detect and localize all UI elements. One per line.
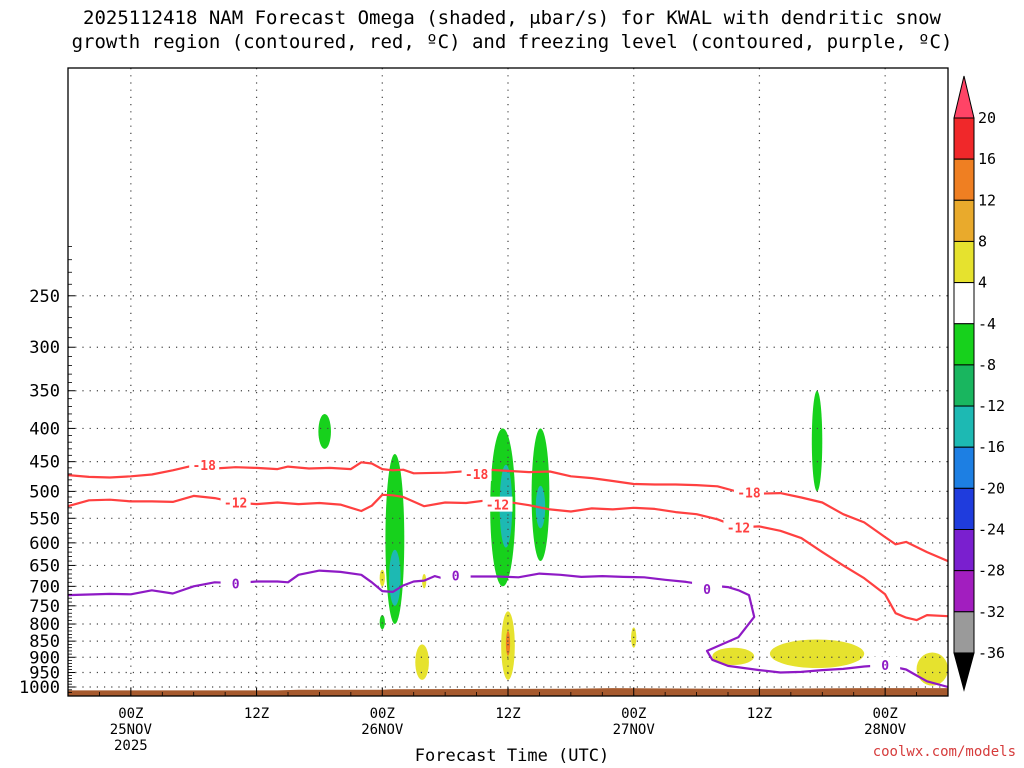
omega-yellow-cell-g (769, 639, 865, 669)
dgz-minus18-label-bg-1 (461, 465, 492, 481)
y-tick-label-500: 500 (29, 482, 60, 502)
omega-green-cell-e (811, 390, 823, 492)
colorbar-swatch-4 (953, 240, 975, 284)
omega-teal-cell-b (389, 549, 401, 606)
dgz-minus18-line (68, 461, 948, 563)
colorbar-label-5: -4 (978, 315, 996, 333)
y-tick-label-300: 300 (29, 338, 60, 358)
colorbar-label-8: -16 (978, 438, 1005, 456)
y-tick-label-950: 950 (29, 664, 60, 684)
x-tick-date-6: 25NOV (110, 722, 153, 738)
colorbar-swatch-12 (953, 570, 975, 613)
colorbar-swatch-1 (953, 117, 975, 160)
x-tick-date-54: 27NOV (613, 722, 656, 738)
colorbar-swatch-11 (953, 529, 975, 572)
omega-orange-cell-d (505, 630, 511, 656)
y-tick-label-1000: 1000 (19, 678, 60, 698)
colorbar-label-7: -12 (978, 397, 1005, 415)
colorbar-swatch-top-arrow (953, 75, 975, 119)
colorbar-label-10: -24 (978, 521, 1005, 539)
colorbar-swatch-10 (953, 487, 975, 531)
x-tick-label-30: 00Z (370, 706, 395, 722)
y-tick-label-600: 600 (29, 534, 60, 554)
colorbar-label-9: -20 (978, 479, 1005, 497)
y-tick-label-400: 400 (29, 419, 60, 439)
colorbar-swatch-8 (953, 405, 975, 448)
dgz-minus18-label-1: -18 (465, 468, 489, 483)
colorbar-swatch-3 (953, 199, 975, 242)
x-tick-year-6: 2025 (114, 738, 148, 754)
colorbar-swatch-7 (953, 364, 975, 407)
colorbar-swatch-2 (953, 158, 975, 201)
y-tick-label-750: 750 (29, 597, 60, 617)
colorbar-label-2: 12 (978, 191, 996, 209)
freezing-level-label-3: 0 (881, 659, 889, 674)
x-tick-label-78: 00Z (872, 706, 897, 722)
chart-title-line1: 2025112418 NAM Forecast Omega (shaded, μ… (83, 7, 941, 29)
colorbar-label-11: -28 (978, 562, 1005, 580)
x-tick-label-6: 00Z (118, 706, 143, 722)
dgz-minus18-label-0: -18 (192, 459, 216, 474)
dgz-minus12-label-0: -12 (224, 496, 247, 511)
y-tick-label-350: 350 (29, 382, 60, 402)
colorbar-swatch-13 (953, 611, 975, 654)
y-tick-label-250: 250 (29, 287, 60, 307)
x-tick-date-78: 28NOV (864, 722, 907, 738)
colorbar-label-4: 4 (978, 274, 987, 292)
dgz-minus18-label-bg-0 (189, 456, 220, 472)
freezing-level-label-bg-0 (220, 575, 251, 591)
dgz-minus18-label-bg-2 (733, 484, 764, 500)
x-tick-label-54: 00Z (621, 706, 646, 722)
colorbar-label-6: -8 (978, 356, 996, 374)
omega-yellow-cell-c (415, 644, 429, 680)
omega-green-cell-a (318, 413, 331, 449)
x-tick-label-66: 12Z (747, 706, 772, 722)
colorbar-label-13: -36 (978, 644, 1005, 662)
x-axis-label: Forecast Time (UTC) (414, 746, 610, 766)
x-tick-label-18: 12Z (244, 706, 269, 722)
colorbar-label-0: 20 (978, 109, 996, 127)
colorbar-swatch-6 (953, 323, 975, 366)
dgz-minus12-label-2: -12 (727, 521, 750, 536)
omega-yellow-cell-a (379, 569, 385, 587)
freezing-level-label-2: 0 (703, 583, 711, 598)
dgz-minus12-label-1: -12 (486, 499, 509, 514)
colorbar-label-12: -32 (978, 603, 1005, 621)
colorbar-swatch-9 (953, 446, 975, 489)
freezing-level-label-bg-1 (440, 567, 471, 583)
x-tick-date-30: 26NOV (361, 722, 404, 738)
colorbar-label-1: 16 (978, 150, 996, 168)
freezing-level-line (68, 569, 948, 689)
credit-link[interactable]: coolwx.com/models (872, 744, 1016, 760)
freezing-level-label-bg-3 (870, 656, 901, 672)
dgz-minus18-label-2: -18 (737, 487, 761, 502)
x-tick-label-42: 12Z (495, 706, 520, 722)
plot-area: -18 -18 -18 -12 -12 -12 0 0 0 0 (68, 68, 948, 696)
freezing-level-label-0: 0 (232, 578, 240, 593)
y-tick-label-650: 650 (29, 556, 60, 576)
omega-green-cell-f (379, 615, 385, 630)
y-tick-label-700: 700 (29, 577, 60, 597)
colorbar-swatch-5 (953, 282, 975, 325)
omega-yellow-cell-f (712, 647, 755, 665)
dgz-minus12-label-bg-0 (220, 494, 251, 510)
freezing-level-label-1: 0 (452, 570, 460, 585)
y-tick-label-800: 800 (29, 615, 60, 635)
chart-title-line2: growth region (contoured, red, ºC) and f… (71, 31, 953, 53)
y-tick-label-900: 900 (29, 648, 60, 668)
omega-yellow-cell-h (916, 652, 948, 686)
chart-title: 2025112418 NAM Forecast Omega (shaded, μ… (0, 6, 1024, 54)
colorbar-label-3: 8 (978, 232, 987, 250)
colorbar-swatch-bottom-arrow (953, 652, 975, 692)
dgz-minus12-label-bg-2 (723, 519, 754, 535)
freezing-level-label-bg-2 (692, 580, 723, 596)
y-tick-label-550: 550 (29, 509, 60, 529)
dgz-minus12-label-bg-1 (482, 496, 513, 512)
y-tick-label-450: 450 (29, 453, 60, 473)
y-tick-label-850: 850 (29, 632, 60, 652)
